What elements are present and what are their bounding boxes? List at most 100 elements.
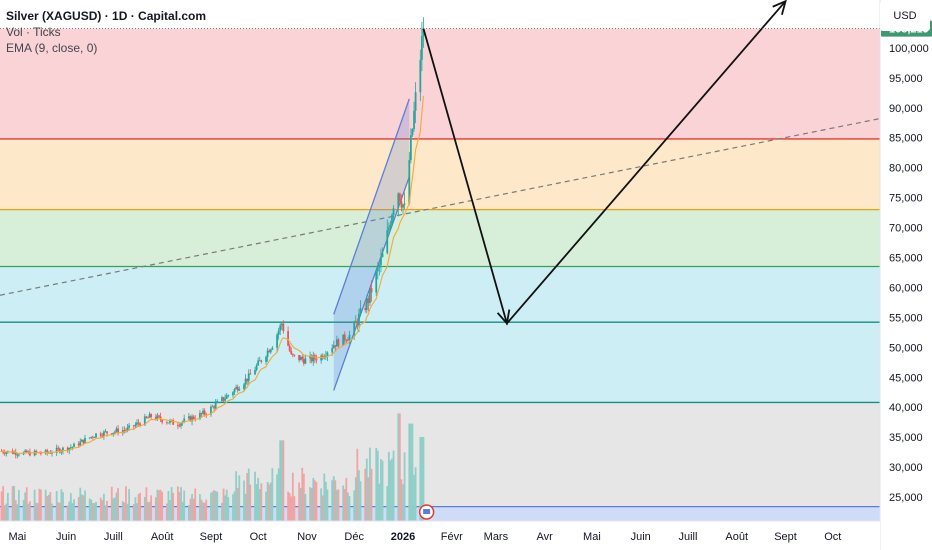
candle-body-97 <box>213 406 215 409</box>
candle-body-123 <box>269 349 272 353</box>
volume-bar-43 <box>93 503 96 521</box>
price-axis-background <box>880 0 932 550</box>
month-label-4: Sept <box>200 531 223 543</box>
volume-bar-165 <box>364 468 367 521</box>
candle-body-176 <box>387 227 390 231</box>
volume-bars <box>0 413 425 521</box>
candle-body-31 <box>68 447 71 451</box>
candle-body-127 <box>279 325 282 331</box>
candle-body-116 <box>255 365 258 371</box>
volume-bar-168 <box>369 447 371 521</box>
candle-body-141 <box>310 355 313 362</box>
volume-bar-100 <box>221 502 223 521</box>
candle-body-107 <box>235 386 238 389</box>
candle-body-186 <box>409 135 412 161</box>
volume-bar-60 <box>132 504 135 521</box>
volume-bar-185 <box>408 423 411 521</box>
price-tick-label-10: 75,000 <box>889 193 923 205</box>
price-axis[interactable]: 25,000 30,000 35,000 40,000 45,000 50,000 55,0… <box>879 0 932 550</box>
candle-body-113 <box>247 373 250 382</box>
price-tick-label-11: 80,000 <box>889 163 923 175</box>
candle-body-90 <box>199 413 201 420</box>
projection-arrow[interactable] <box>422 0 787 326</box>
volume-bar-68 <box>148 501 151 521</box>
volume-bar-156 <box>343 489 346 521</box>
volume-bar-66 <box>145 487 148 521</box>
zone-band-5 <box>0 506 880 521</box>
volume-indicator-label[interactable]: Vol · Ticks <box>6 25 61 39</box>
candle-body-117 <box>257 360 260 366</box>
volume-bar-69 <box>150 495 153 521</box>
volume-bar-86 <box>189 498 192 521</box>
volume-bar-107 <box>235 471 238 521</box>
candle-body-70 <box>154 416 157 420</box>
candle-body-188 <box>413 110 415 130</box>
volume-bar-79 <box>172 492 175 521</box>
volume-bar-120 <box>265 491 267 521</box>
volume-bar-4 <box>6 492 9 521</box>
volume-bar-44 <box>95 501 97 521</box>
candle-body-57 <box>125 430 127 431</box>
time-axis[interactable]: Mai Juin Juill Août Sept Oct Nov Déc 2026 Févr Mar… <box>0 504 880 550</box>
candle-body-132 <box>290 350 293 354</box>
volume-bar-99 <box>216 491 219 521</box>
candle-body-27 <box>58 448 61 453</box>
candle-body-62 <box>136 422 138 425</box>
candle-body-59 <box>128 425 130 428</box>
currency-button[interactable]: USD <box>880 1 930 31</box>
candle-body-122 <box>268 350 271 353</box>
candle-body-111 <box>244 378 247 385</box>
candle-body-2 <box>3 452 6 454</box>
candle-body-26 <box>57 447 60 449</box>
volume-bar-126 <box>277 468 280 521</box>
volume-bar-122 <box>268 484 271 521</box>
volume-bar-12 <box>25 487 28 521</box>
candle-body-101 <box>222 397 225 401</box>
candle-body-179 <box>392 208 395 216</box>
candle-body-148 <box>324 356 327 357</box>
volume-bar-101 <box>222 488 225 521</box>
candle-body-152 <box>334 345 337 347</box>
volume-bar-57 <box>125 486 127 521</box>
candle-body-40 <box>88 437 91 439</box>
candle-body-110 <box>243 384 245 390</box>
price-tick-label-15: 100,000 <box>889 43 929 55</box>
volume-bar-97 <box>213 490 215 521</box>
volume-bar-147 <box>323 473 326 521</box>
candle-body-82 <box>180 423 182 426</box>
candle-body-165 <box>364 307 367 311</box>
volume-bar-188 <box>413 474 415 521</box>
volume-bar-189 <box>414 467 417 521</box>
candle-body-130 <box>287 331 289 346</box>
candle-body-175 <box>386 230 389 254</box>
price-tick-label-12: 85,000 <box>889 133 923 145</box>
candle-body-7 <box>14 452 17 456</box>
volume-bar-42 <box>91 503 94 521</box>
candle-body-99 <box>216 401 219 404</box>
candle-body-80 <box>176 424 179 426</box>
volume-bar-39 <box>84 490 86 521</box>
volume-bar-184 <box>403 452 406 521</box>
volume-bar-61 <box>134 497 137 521</box>
candle-body-66 <box>145 416 148 418</box>
zone-band-3 <box>0 266 880 403</box>
volume-bar-105 <box>232 494 234 521</box>
event-flag-icon-body <box>423 509 431 514</box>
candle-body-120 <box>265 356 267 362</box>
trend-line[interactable] <box>0 117 881 296</box>
volume-bar-23 <box>49 492 52 521</box>
ema-indicator-label[interactable]: EMA (9, close, 0) <box>6 41 98 55</box>
volume-bar-138 <box>302 473 305 521</box>
volume-bar-167 <box>367 477 370 521</box>
volume-bar-172 <box>378 483 381 521</box>
volume-bar-63 <box>137 494 140 521</box>
volume-bar-0 <box>0 491 3 521</box>
volume-bar-89 <box>194 488 197 521</box>
volume-bar-141 <box>310 488 313 521</box>
volume-bar-103 <box>225 489 228 521</box>
candle-body-144 <box>315 358 318 361</box>
candle-body-104 <box>227 395 230 396</box>
symbol-title[interactable]: Silver (XAGUSD) · 1D · Capital.com <box>6 9 207 23</box>
volume-bar-75 <box>165 503 168 521</box>
